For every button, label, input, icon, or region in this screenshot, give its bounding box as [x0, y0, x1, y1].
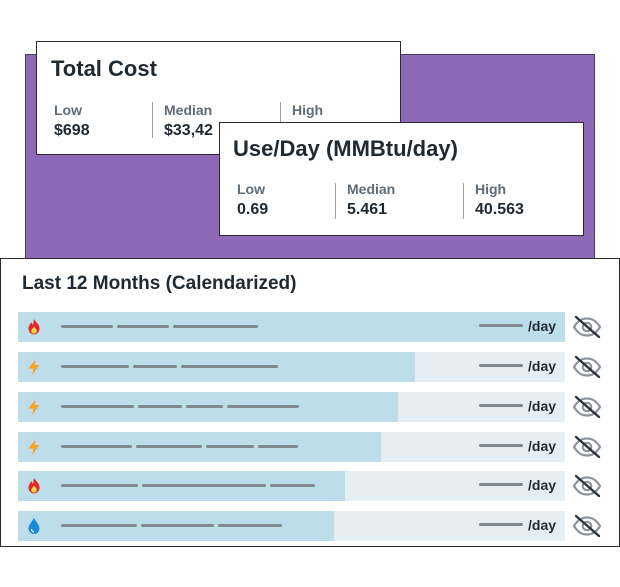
- flame-icon: [25, 318, 43, 336]
- low-value: 0.69: [237, 201, 269, 218]
- per-day-unit: /day: [528, 477, 557, 493]
- value-placeholder-bar: [479, 444, 523, 447]
- usage-row[interactable]: /day: [18, 312, 565, 342]
- usage-row[interactable]: /day: [18, 392, 565, 422]
- lightning-icon: [25, 358, 43, 376]
- use-per-day-low: Low 0.69: [237, 181, 268, 219]
- last-12-months-card: Last 12 Months (Calendarized) /day /day: [0, 258, 620, 547]
- value-placeholder-bar: [479, 483, 523, 486]
- median-value: $33,42: [164, 122, 213, 139]
- use-per-day-title: Use/Day (MMBtu/day): [233, 136, 458, 161]
- eye-off-icon[interactable]: [572, 435, 602, 459]
- divider: [463, 183, 464, 219]
- median-label: Median: [347, 181, 396, 197]
- divider: [335, 183, 336, 219]
- divider: [280, 102, 281, 138]
- value-placeholder-bar: [479, 404, 523, 407]
- divider: [152, 102, 153, 138]
- usage-row[interactable]: /day: [18, 352, 565, 382]
- per-day-unit: /day: [528, 358, 557, 374]
- value-placeholder-bar: [479, 523, 523, 526]
- low-value: $698: [54, 122, 90, 139]
- usage-row[interactable]: /day: [18, 432, 565, 462]
- use-per-day-median: Median 5.461: [347, 181, 395, 219]
- per-day-unit: /day: [528, 438, 557, 454]
- per-day-unit: /day: [528, 517, 557, 533]
- water-drop-icon: [25, 517, 43, 535]
- high-label: High: [292, 102, 324, 118]
- last-12-months-title: Last 12 Months (Calendarized): [22, 273, 297, 294]
- lightning-icon: [25, 398, 43, 416]
- flame-icon: [25, 477, 43, 495]
- total-cost-high: High: [292, 102, 323, 118]
- eye-off-icon[interactable]: [572, 355, 602, 379]
- use-per-day-card: Use/Day (MMBtu/day) Low 0.69 Median 5.46…: [219, 122, 584, 236]
- eye-off-icon[interactable]: [572, 474, 602, 498]
- low-label: Low: [54, 102, 82, 118]
- total-cost-low: Low $698: [54, 102, 90, 140]
- use-per-day-high: High 40.563: [475, 181, 524, 219]
- eye-off-icon[interactable]: [572, 315, 602, 339]
- value-placeholder-bar: [479, 324, 523, 327]
- eye-off-icon[interactable]: [572, 514, 602, 538]
- per-day-unit: /day: [528, 398, 557, 414]
- lightning-icon: [25, 438, 43, 456]
- high-value: 40.563: [475, 201, 524, 218]
- usage-row[interactable]: /day: [18, 471, 565, 501]
- low-label: Low: [237, 181, 265, 197]
- total-cost-median: Median $33,42: [164, 102, 213, 140]
- total-cost-card: Total Cost Low $698 Median $33,42 High: [36, 41, 401, 155]
- value-placeholder-bar: [479, 364, 523, 367]
- usage-row[interactable]: /day: [18, 511, 565, 541]
- eye-off-icon[interactable]: [572, 395, 602, 419]
- per-day-unit: /day: [528, 318, 557, 334]
- total-cost-title: Total Cost: [51, 56, 157, 81]
- median-label: Median: [164, 102, 213, 118]
- median-value: 5.461: [347, 201, 388, 218]
- high-label: High: [475, 181, 507, 197]
